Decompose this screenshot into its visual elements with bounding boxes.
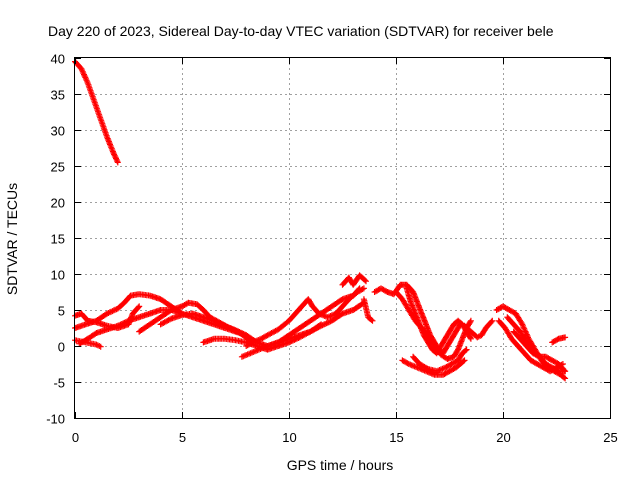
series-s18: [461, 317, 496, 341]
data-point: [562, 368, 569, 375]
y-tick-label: 0: [58, 340, 65, 355]
series-s16: [399, 357, 468, 378]
data-point: [122, 319, 129, 326]
data-point: [561, 374, 567, 381]
data-point: [363, 278, 369, 285]
data-point: [488, 318, 495, 325]
data-point: [535, 353, 542, 360]
y-tick-label: 15: [51, 232, 65, 247]
data-point: [369, 317, 376, 324]
data-point: [318, 321, 325, 328]
data-point: [562, 375, 569, 382]
y-axis-label: SDTVAR / TECUs: [4, 183, 20, 295]
data-point: [135, 304, 142, 311]
x-tick-label: 10: [282, 430, 296, 445]
data-point: [84, 78, 91, 85]
y-tick-label: 10: [51, 268, 65, 283]
data-point: [359, 286, 366, 293]
y-tick-label: 35: [51, 88, 65, 103]
data-points: [72, 58, 569, 382]
data-point: [316, 322, 323, 329]
data-point: [489, 317, 496, 324]
grid-lines: [75, 58, 610, 418]
data-point: [114, 158, 121, 165]
data-point: [460, 358, 467, 365]
x-tick-label: 20: [496, 430, 510, 445]
x-tick-label: 25: [603, 430, 617, 445]
data-point: [96, 343, 103, 349]
data-point: [463, 346, 470, 353]
data-point: [360, 285, 367, 292]
chart-title: Day 220 of 2023, Sidereal Day-to-day VTE…: [48, 23, 554, 39]
data-point: [97, 343, 104, 350]
series-s12: [360, 296, 376, 324]
series-s22: [510, 328, 569, 375]
y-tick-label: 20: [51, 196, 65, 211]
data-point: [462, 347, 469, 354]
data-point: [114, 159, 121, 166]
y-tick-label: 40: [51, 52, 65, 67]
data-point: [248, 340, 255, 347]
y-tick-label: -10: [46, 412, 65, 427]
x-tick-label: 0: [72, 430, 79, 445]
data-point: [467, 319, 474, 325]
y-tick-label: -5: [53, 376, 65, 391]
data-point: [467, 335, 474, 342]
axis-ticks: 0 5 10 15 20 25 -10 -5 0 5 10 15 20 25 30 35 40: [46, 52, 618, 446]
x-tick-label: 5: [179, 430, 186, 445]
data-point: [118, 321, 125, 327]
y-tick-label: 30: [51, 124, 65, 139]
series-s11: [339, 272, 369, 288]
data-point: [368, 316, 375, 323]
data-point: [404, 360, 411, 367]
data-point: [362, 277, 368, 284]
y-tick-label: 25: [51, 160, 65, 175]
data-point: [562, 334, 569, 341]
x-axis-label: GPS time / hours: [287, 457, 394, 473]
series-s1: [72, 58, 121, 166]
x-tick-label: 15: [389, 430, 403, 445]
data-point: [467, 317, 474, 324]
series-s23: [549, 334, 569, 346]
data-point: [467, 334, 474, 341]
data-point: [78, 65, 85, 72]
data-point: [461, 357, 468, 364]
series-s10: [243, 285, 367, 349]
data-point: [561, 367, 568, 374]
plot-frame: [74, 57, 611, 419]
series-s17: [410, 346, 470, 375]
data-point: [136, 303, 143, 310]
y-tick-label: 5: [58, 304, 65, 319]
series-s9: [238, 321, 325, 360]
